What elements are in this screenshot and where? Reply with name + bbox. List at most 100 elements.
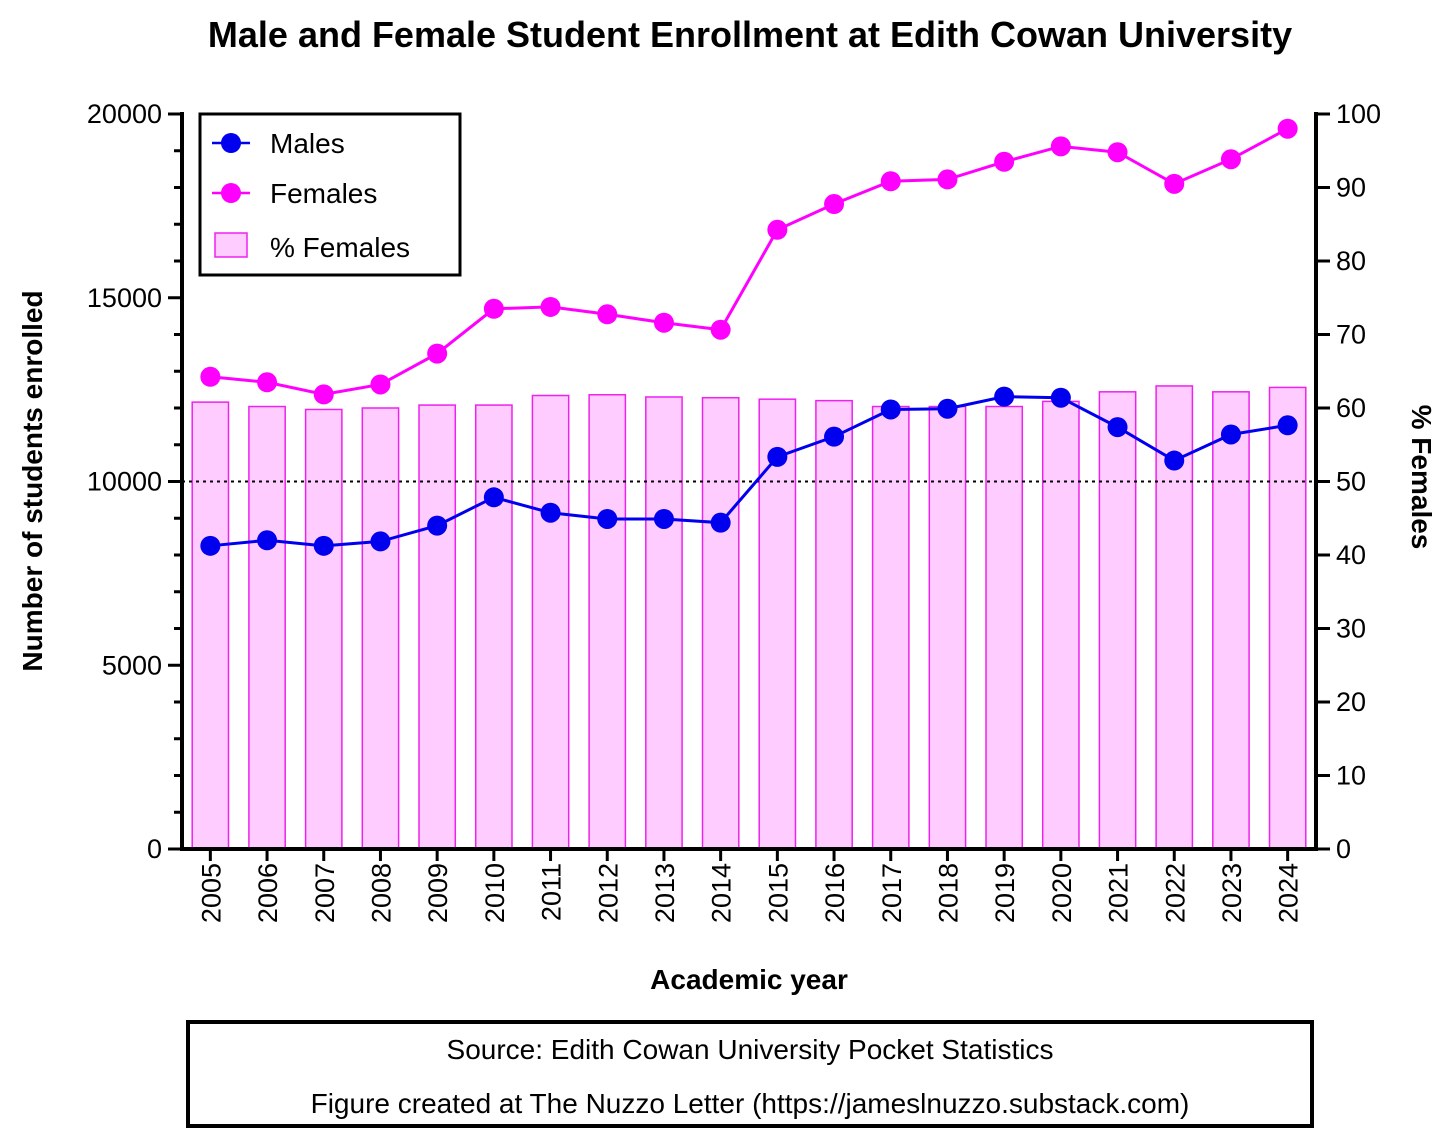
bar-pct-females-2010 <box>474 404 513 850</box>
y2-tick-label: 20 <box>1336 687 1366 717</box>
chart-plot: 0 5000 10000 15000 20000 0 10 20 30 40 50 60 70 80 90 1… <box>17 99 1437 995</box>
point-females-2023 <box>1220 149 1241 170</box>
bar-pct-females-2017 <box>871 405 910 850</box>
x-tick-label-2005: 2005 <box>196 863 226 923</box>
bar-pct-females-2005 <box>191 401 230 850</box>
y-tick-label: 10000 <box>87 467 162 497</box>
y2-tick-label: 100 <box>1336 99 1381 129</box>
y2-tick-label: 0 <box>1336 834 1351 864</box>
x-tick-label-2019: 2019 <box>990 863 1020 923</box>
y2-tick-label: 60 <box>1336 393 1366 423</box>
point-females-2013 <box>653 312 674 333</box>
legend-pct-females-label: % Females <box>270 232 410 263</box>
y2-tick-label: 30 <box>1336 614 1366 644</box>
bar-pct-females-2014 <box>701 396 740 850</box>
point-females-2006 <box>257 372 278 393</box>
lines-group <box>200 118 1298 556</box>
y2-tick-label: 90 <box>1336 173 1366 203</box>
bar-pct-females-2024 <box>1268 386 1307 850</box>
point-males-2010 <box>483 487 504 508</box>
axes-group: 0 5000 10000 15000 20000 0 10 20 30 40 50 60 70 80 90 1… <box>87 99 1381 864</box>
point-females-2016 <box>824 194 845 215</box>
y-axis-label: Number of students enrolled <box>17 290 48 671</box>
x-tick-label-2020: 2020 <box>1047 863 1077 923</box>
point-females-2012 <box>597 304 618 325</box>
bar-pct-females-2020 <box>1041 400 1080 850</box>
x-tick-label-2013: 2013 <box>650 863 680 923</box>
x-tick-label-2023: 2023 <box>1217 863 1247 923</box>
source-box: Source: Edith Cowan University Pocket St… <box>186 1020 1314 1128</box>
point-females-2010 <box>483 298 504 319</box>
x-tick-label-2007: 2007 <box>310 863 340 923</box>
bar-pct-females-2021 <box>1098 391 1137 850</box>
point-males-2024 <box>1277 415 1298 436</box>
point-males-2018 <box>937 398 958 419</box>
legend-females-label: Females <box>270 178 377 209</box>
bar-pct-females-2018 <box>928 405 967 850</box>
credit-text: Figure created at The Nuzzo Letter (http… <box>310 1088 1190 1119</box>
point-males-2019 <box>994 386 1015 407</box>
bar-pct-females-2008 <box>361 407 400 850</box>
point-males-2011 <box>540 502 561 523</box>
point-females-2022 <box>1164 173 1185 194</box>
point-males-2020 <box>1050 387 1071 408</box>
bar-pct-females-2011 <box>531 394 570 850</box>
point-males-2012 <box>597 508 618 529</box>
y2-tick-label: 70 <box>1336 320 1366 350</box>
x-tick-label-2006: 2006 <box>253 863 283 923</box>
x-tick-label-2012: 2012 <box>593 863 623 923</box>
legend-males-label: Males <box>270 128 345 159</box>
bar-pct-females-2013 <box>645 396 683 850</box>
x-tick-label-2009: 2009 <box>423 863 453 923</box>
x-tick-label-2015: 2015 <box>763 863 793 923</box>
point-males-2016 <box>824 426 845 447</box>
y2-tick-label: 80 <box>1336 246 1366 276</box>
chart-title: Male and Female Student Enrollment at Ed… <box>207 14 1293 55</box>
bar-pct-females-2016 <box>815 399 853 850</box>
source-text: Source: Edith Cowan University Pocket St… <box>446 1034 1054 1065</box>
x-tick-label-2021: 2021 <box>1104 863 1134 923</box>
point-females-2014 <box>710 319 731 340</box>
point-females-2005 <box>200 366 221 387</box>
x-tick-label-2008: 2008 <box>366 863 396 923</box>
point-females-2021 <box>1107 142 1128 163</box>
point-males-2006 <box>257 530 278 551</box>
point-males-2015 <box>767 446 788 467</box>
point-females-2024 <box>1277 118 1298 139</box>
point-females-2011 <box>540 296 561 317</box>
x-tick-label-2022: 2022 <box>1160 863 1190 923</box>
bar-pct-females-2012 <box>588 394 627 850</box>
bar-pct-females-2023 <box>1212 391 1250 850</box>
point-females-2019 <box>994 151 1015 172</box>
point-males-2022 <box>1164 450 1185 471</box>
point-males-2013 <box>653 508 674 529</box>
point-females-2017 <box>880 171 901 192</box>
legend-pct-females-swatch <box>214 232 248 258</box>
bar-pct-females-2009 <box>418 404 457 850</box>
bar-pct-females-2006 <box>248 405 286 850</box>
bar-pct-females-2007 <box>304 408 343 850</box>
point-males-2014 <box>710 512 731 533</box>
y-tick-label: 20000 <box>87 99 162 129</box>
y2-tick-label: 50 <box>1336 467 1366 497</box>
x-tick-label-2017: 2017 <box>877 863 907 923</box>
point-females-2008 <box>370 374 391 395</box>
x-tick-label-2014: 2014 <box>707 863 737 923</box>
x-axis-label: Academic year <box>650 964 848 995</box>
bar-pct-females-2019 <box>985 405 1024 850</box>
point-males-2008 <box>370 531 391 552</box>
point-males-2007 <box>313 535 334 556</box>
point-males-2017 <box>880 399 901 420</box>
x-tick-label-2024: 2024 <box>1274 863 1304 923</box>
point-females-2009 <box>427 343 448 364</box>
point-females-2015 <box>767 219 788 240</box>
point-females-2007 <box>313 384 334 405</box>
y2-tick-label: 10 <box>1336 761 1366 791</box>
y-tick-label: 15000 <box>87 283 162 313</box>
point-females-2018 <box>937 169 958 190</box>
y-tick-label: 5000 <box>102 650 162 680</box>
point-males-2009 <box>427 515 448 536</box>
y2-axis-label: % Females <box>1406 405 1437 550</box>
x-tick-label-2018: 2018 <box>933 863 963 923</box>
point-males-2023 <box>1220 424 1241 445</box>
